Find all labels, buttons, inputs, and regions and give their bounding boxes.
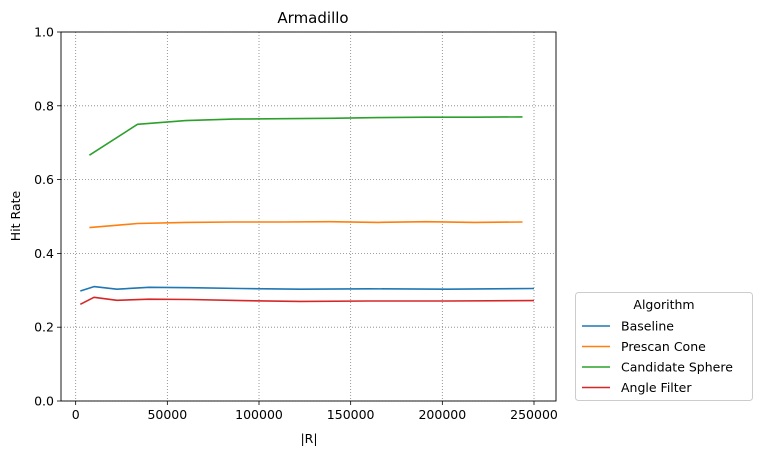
series-line-angle-filter xyxy=(79,296,535,306)
x-tick-label: 0 xyxy=(72,407,80,422)
y-tick-label: 0.8 xyxy=(34,98,54,113)
legend-label-prescan-cone: Prescan Cone xyxy=(621,339,706,354)
series-line-baseline xyxy=(80,285,535,292)
x-tick-label: 200000 xyxy=(418,407,466,422)
y-tick-label: 0.6 xyxy=(34,172,54,187)
x-tick-label: 100000 xyxy=(235,407,283,422)
axis-ticks: 0 50000 100000 150000 200000 250000 0.0 0.2 0.4 0… xyxy=(34,25,558,423)
legend-entries: Baseline Prescan Cone Candidate Sphere Angl… xyxy=(582,319,733,395)
x-tick-label: 250000 xyxy=(510,407,558,422)
x-tick-label: 150000 xyxy=(327,407,375,422)
legend-box xyxy=(575,292,753,401)
legend-title: Algorithm xyxy=(633,297,694,312)
x-tick-label: 50000 xyxy=(147,407,187,422)
legend-label-baseline: Baseline xyxy=(621,319,674,334)
legend-label-angle-filter: Angle Filter xyxy=(621,380,692,395)
grid xyxy=(61,31,556,402)
series-line-prescan-cone xyxy=(89,220,523,229)
y-tick-label: 1.0 xyxy=(34,25,54,40)
y-tick-label: 0.0 xyxy=(34,394,54,409)
y-tick-label: 0.4 xyxy=(34,246,54,261)
x-axis-label: |R| xyxy=(300,431,317,446)
plot-area xyxy=(60,31,557,402)
y-axis-label: Hit Rate xyxy=(8,190,23,241)
y-tick-label: 0.2 xyxy=(34,320,54,335)
chart-title: Armadillo xyxy=(277,9,348,27)
series-line-candidate-sphere xyxy=(88,116,523,156)
legend-label-candidate-sphere: Candidate Sphere xyxy=(621,360,733,375)
legend: Algorithm Baseline Prescan Cone Candidate … xyxy=(575,292,753,401)
series-lines xyxy=(79,116,535,306)
